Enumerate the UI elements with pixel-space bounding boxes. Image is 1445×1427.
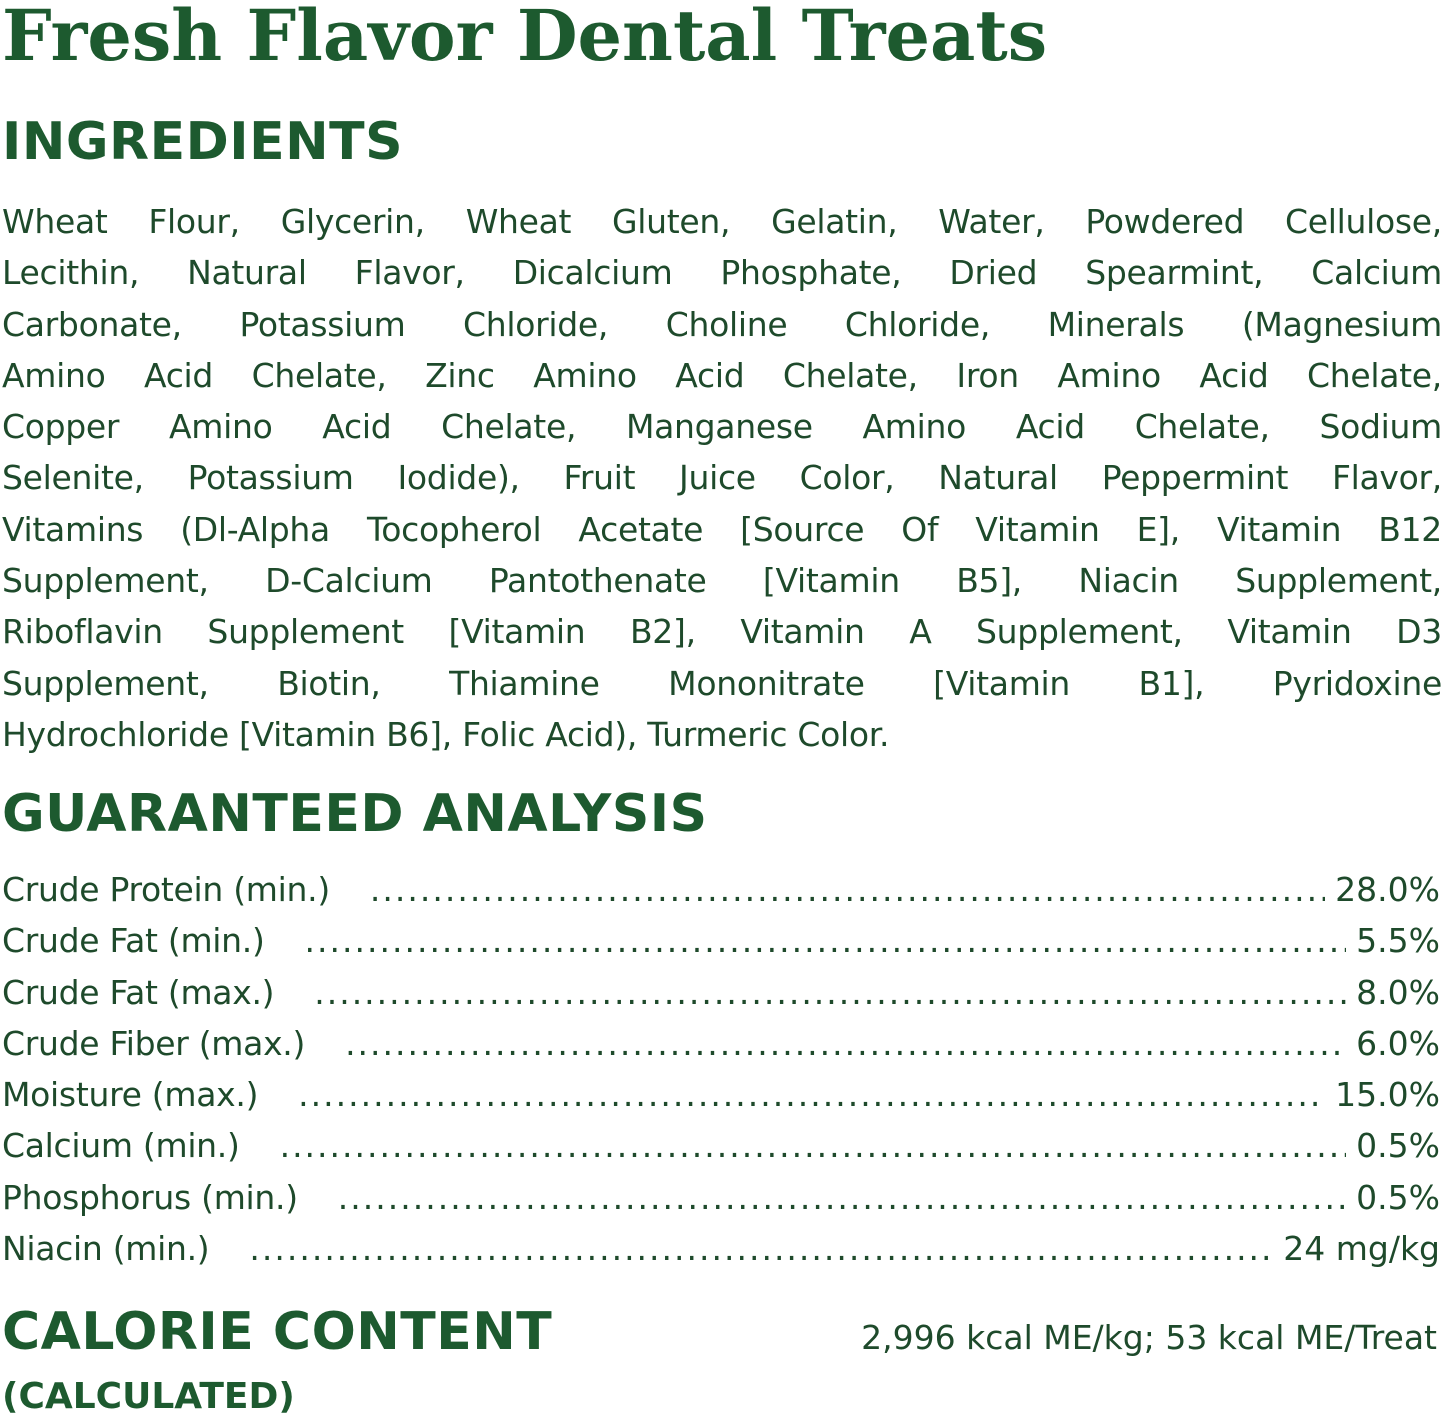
analysis-label: Crude Fiber (max.) [2,1023,306,1063]
analysis-value: 28.0% [1335,870,1440,909]
dot-leader [249,1223,1273,1274]
analysis-row: Crude Fiber (max.) 6.0% [2,1018,1440,1069]
analysis-value: 15.0% [1335,1075,1440,1115]
analysis-label: Moisture (max.) [2,1075,259,1115]
analysis-row: Calcium (min.) 0.5% [2,1120,1440,1171]
ingredients-line: Vitamins (Dl-Alpha Tocopherol Acetate [S… [2,509,1442,549]
calorie-subheading: (CALCULATED) [2,1376,295,1417]
dot-leader [345,1018,1346,1069]
analysis-value: 8.0% [1356,972,1440,1012]
analysis-label: Niacin (min.) [2,1229,210,1269]
ingredients-line: Amino Acid Chelate, Zinc Amino Acid Chel… [2,355,1442,395]
analysis-table: Crude Protein (min.) 28.0% Crude Fat (min… [2,864,1440,1274]
analysis-label: Crude Protein (min.) [2,870,330,909]
ingredients-heading: INGREDIENTS [2,112,404,172]
ingredients-line: Riboflavin Supplement [Vitamin B2], Vita… [2,612,1442,652]
dot-leader [298,1069,1325,1120]
calorie-value: 2,996 kcal ME/kg; 53 kcal ME/Treat [861,1318,1437,1357]
analysis-value: 0.5% [1356,1177,1440,1217]
ingredients-list: Wheat Flour, Glycerin, Wheat Gluten, Gel… [2,196,1442,760]
ingredients-line: Supplement, D-Calcium Pantothenate [Vita… [2,561,1442,601]
calorie-heading: CALORIE CONTENT [2,1302,553,1362]
analysis-value: 24 mg/kg [1283,1229,1440,1269]
analysis-value: 0.5% [1356,1126,1440,1166]
analysis-row: Crude Protein (min.) 28.0% [2,864,1440,915]
ingredients-line: Wheat Flour, Glycerin, Wheat Gluten, Gel… [2,202,1442,241]
analysis-heading: GUARANTEED ANALYSIS [2,784,708,844]
analysis-value: 6.0% [1356,1023,1440,1063]
analysis-row: Phosphorus (min.) 0.5% [2,1172,1440,1223]
analysis-label: Calcium (min.) [2,1126,240,1166]
dot-leader [305,915,1347,966]
analysis-row: Crude Fat (max.) 8.0% [2,967,1440,1018]
ingredients-line: Supplement, Biotin, Thiamine Mononitrate… [2,663,1442,703]
ingredients-line: Lecithin, Natural Flavor, Dicalcium Phos… [2,253,1442,293]
ingredients-line: Selenite, Potassium Iodide), Fruit Juice… [2,458,1442,498]
analysis-row: Crude Fat (min.) 5.5% [2,915,1440,966]
dot-leader [280,1120,1347,1171]
ingredients-line: Carbonate, Potassium Chloride, Choline C… [2,304,1442,344]
analysis-label: Crude Fat (min.) [2,921,265,961]
analysis-row: Moisture (max.) 15.0% [2,1069,1440,1120]
dot-leader [314,967,1346,1018]
analysis-label: Phosphorus (min.) [2,1177,298,1217]
page-title: Fresh Flavor Dental Treats [2,0,1048,77]
ingredients-line: Copper Amino Acid Chelate, Manganese Ami… [2,407,1442,447]
dot-leader [338,1172,1346,1223]
ingredients-line: Hydrochloride [Vitamin B6], Folic Acid),… [2,714,890,754]
analysis-row: Niacin (min.) 24 mg/kg [2,1223,1440,1274]
analysis-value: 5.5% [1356,921,1440,961]
analysis-label: Crude Fat (max.) [2,972,275,1012]
dot-leader [370,864,1325,915]
